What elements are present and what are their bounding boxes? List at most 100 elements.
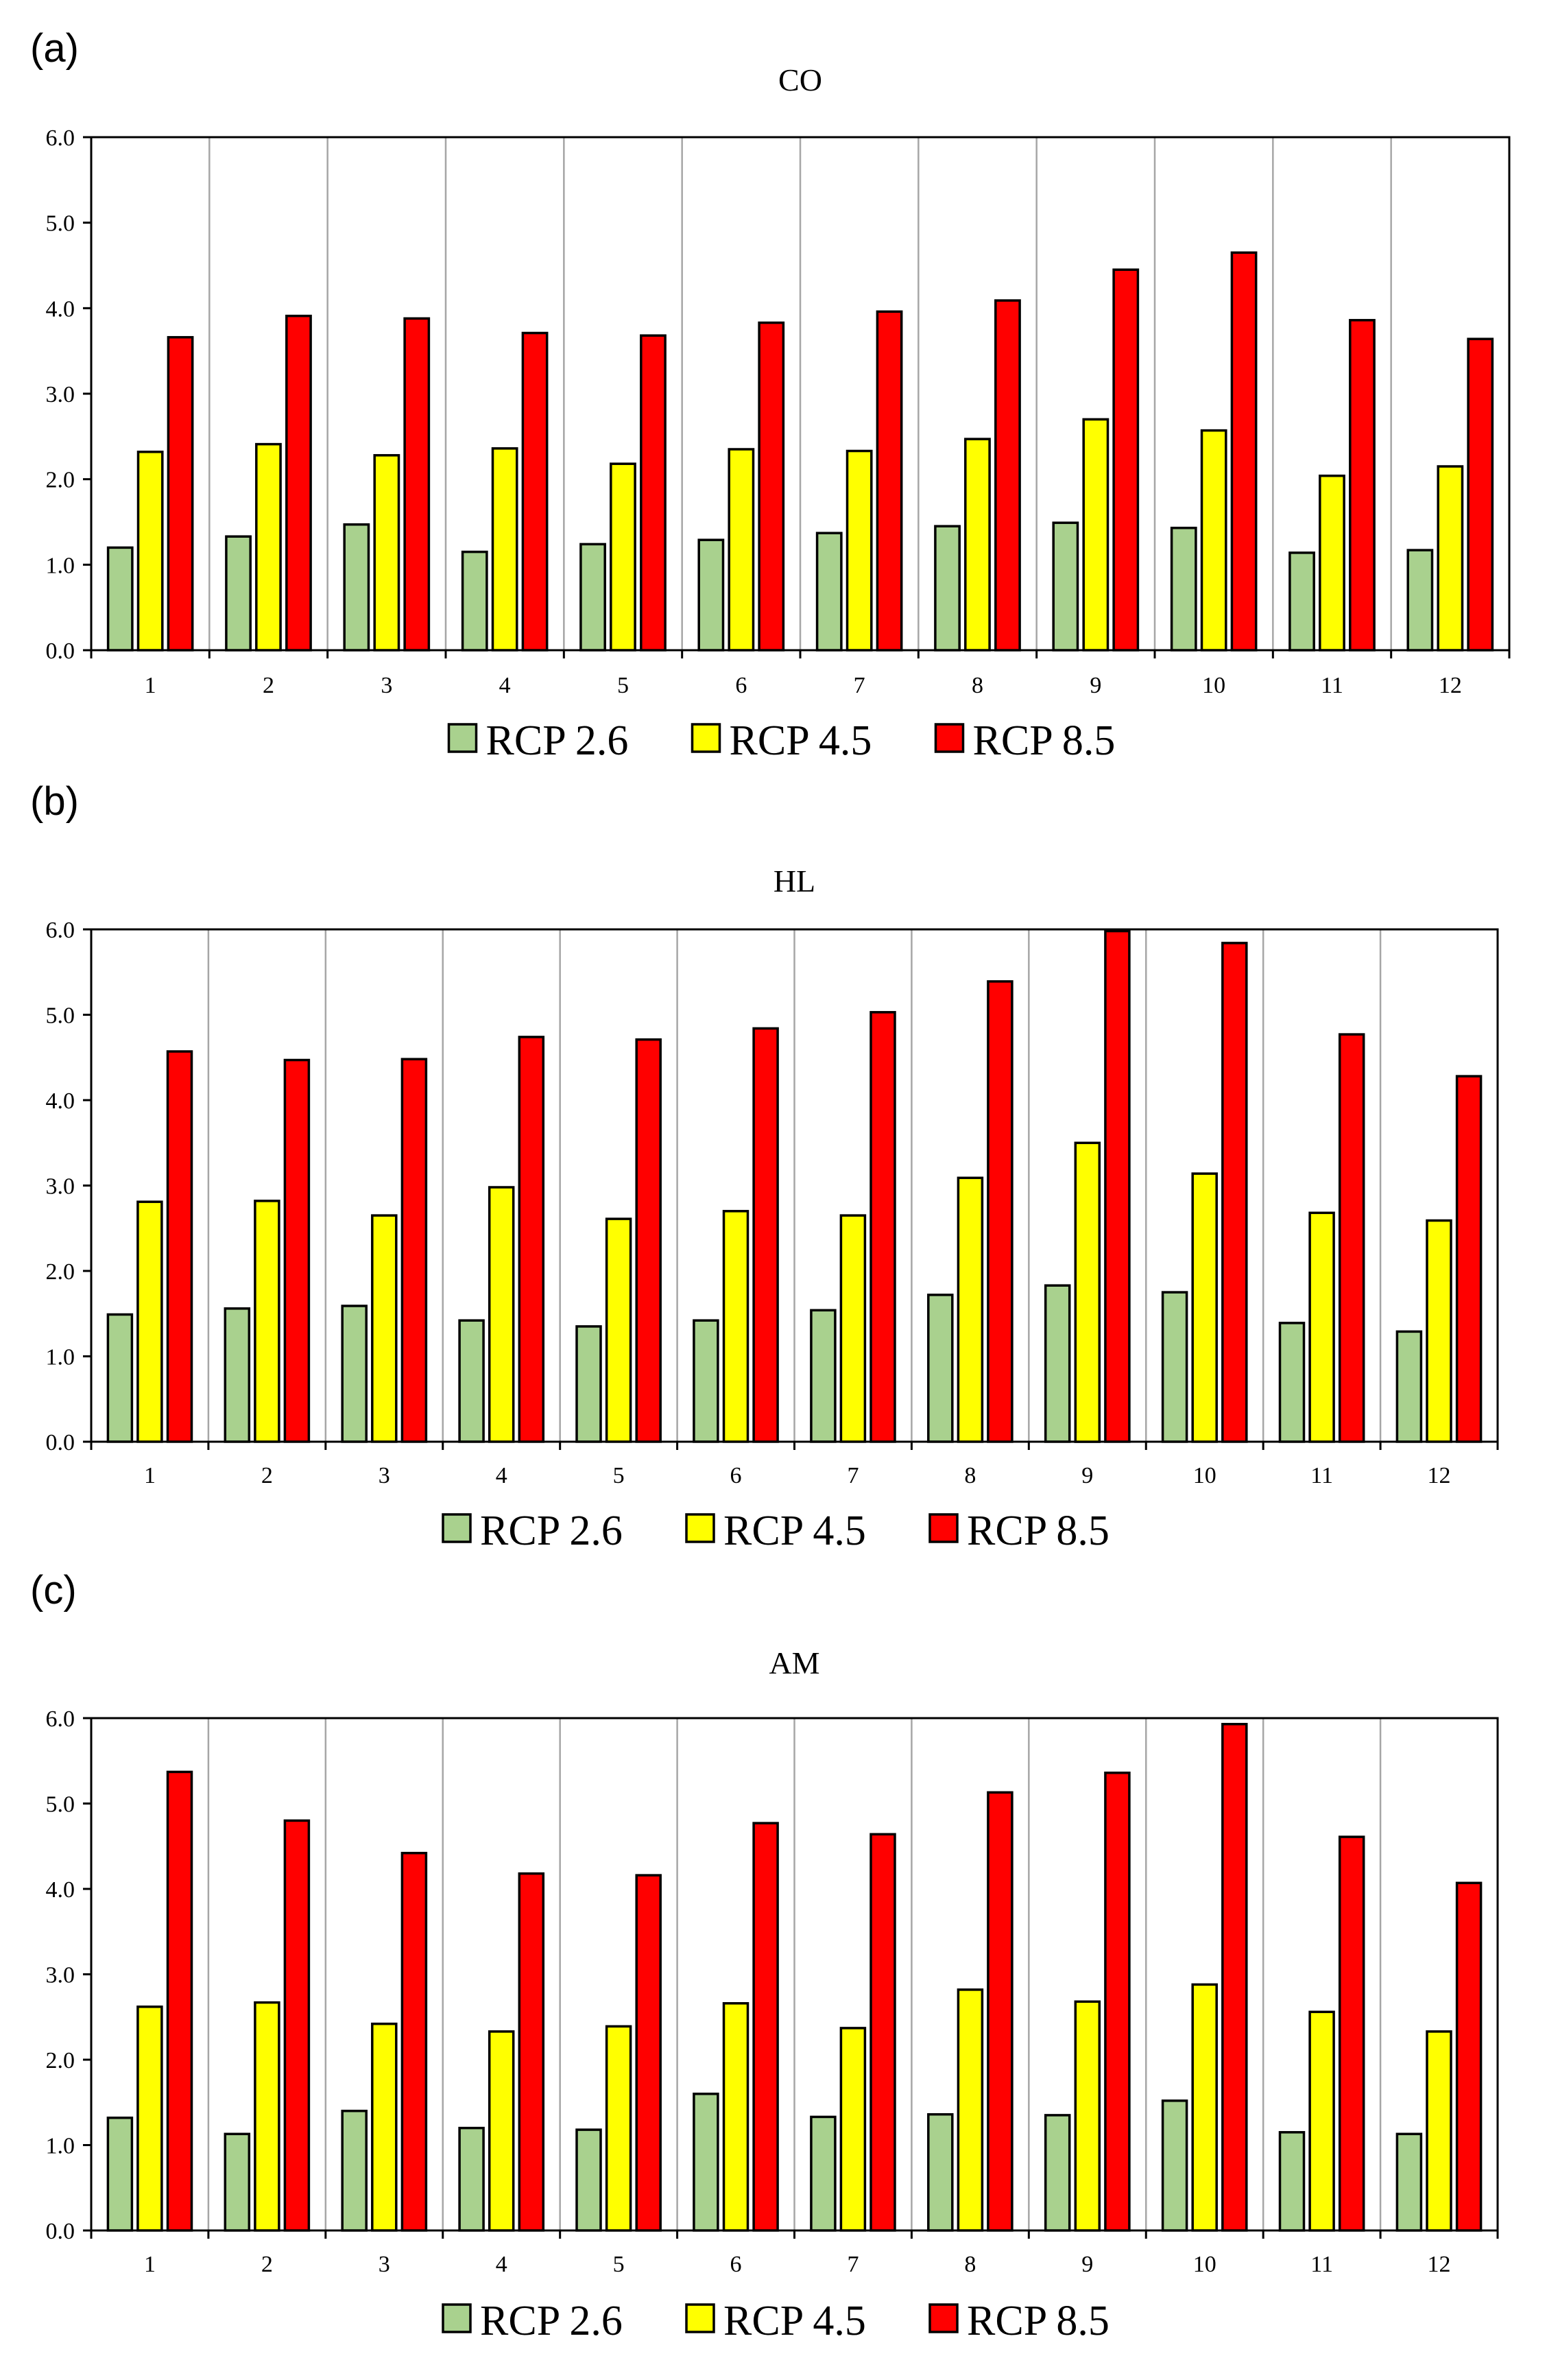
x-tick-label: 2: [261, 2252, 273, 2277]
bar-rcp-8-5-3: [403, 317, 431, 652]
bar-rcp-4-5-11: [1308, 1211, 1335, 1443]
x-tick-label: 1: [144, 1463, 156, 1488]
bar-rcp-8-5-4: [521, 331, 549, 652]
y-tick-label: 0.0: [46, 639, 75, 664]
bar-rcp-2-6-9: [1052, 521, 1079, 652]
x-tick-label: 10: [1193, 1463, 1216, 1488]
bar-rcp-2-6-1: [106, 546, 134, 652]
legend-label: RCP 4.5: [723, 2298, 866, 2344]
bar-rcp-8-5-7: [870, 1011, 896, 1443]
bar-rcp-8-5-4: [518, 1872, 545, 2232]
x-tick-label: 10: [1193, 2252, 1216, 2277]
y-tick-label: 6.0: [46, 918, 75, 943]
bar-rcp-4-5-11: [1308, 2010, 1335, 2232]
bar-rcp-4-5-3: [373, 454, 400, 652]
bar-rcp-8-5-3: [400, 1058, 428, 1443]
x-tick-label: 6: [735, 673, 747, 698]
bar-rcp-2-6-10: [1161, 1291, 1188, 1443]
x-tick-label: 7: [847, 2252, 859, 2277]
y-tick-label: 3.0: [46, 1963, 75, 1988]
bar-rcp-2-6-6: [697, 538, 725, 652]
x-tick-label: 5: [617, 673, 629, 698]
y-tick-label: 5.0: [46, 1003, 75, 1029]
x-tick-label: 7: [854, 673, 865, 698]
bar-rcp-2-6-5: [575, 2128, 602, 2232]
bar-rcp-2-6-9: [1044, 2114, 1071, 2232]
bar-rcp-4-5-12: [1426, 1219, 1452, 1443]
bar-rcp-8-5-1: [166, 1770, 193, 2232]
y-tick-label: 1.0: [46, 2134, 75, 2159]
bar-rcp-8-5-9: [1112, 268, 1140, 652]
plot-area: [90, 136, 1511, 652]
x-tick-label: 9: [1081, 2252, 1093, 2277]
bar-rcp-8-5-10: [1221, 942, 1248, 1443]
x-tick-label: 3: [379, 1463, 390, 1488]
bar-rcp-4-5-7: [839, 2027, 867, 2232]
bar-rcp-2-6-9: [1044, 1284, 1071, 1443]
bar-rcp-8-5-10: [1221, 1722, 1248, 2232]
x-tick-label: 8: [964, 2252, 976, 2277]
legend-swatch: [691, 723, 721, 753]
bar-rcp-4-5-9: [1082, 418, 1110, 652]
chart-panel-1: (a)CO0.01.02.03.04.05.06.01 2 3 4 5 6 7 8 9 10 11 1…: [30, 26, 1511, 764]
bar-rcp-8-5-5: [640, 334, 667, 652]
x-tick-label: 8: [964, 1463, 976, 1488]
bar-rcp-2-6-7: [810, 2115, 837, 2232]
y-tick-label: 2.0: [46, 2048, 75, 2073]
legend-label: RCP 4.5: [723, 1508, 866, 1554]
bar-rcp-4-5-3: [371, 2022, 398, 2232]
panel-label: (c): [30, 1568, 77, 1613]
bar-rcp-8-5-11: [1338, 1835, 1365, 2232]
bar-rcp-2-6-12: [1406, 549, 1434, 652]
x-tick-label: 11: [1310, 2252, 1333, 2277]
bar-rcp-8-5-7: [876, 310, 903, 652]
x-tick-label: 1: [144, 2252, 156, 2277]
bar-rcp-2-6-8: [927, 1294, 954, 1443]
bar-rcp-4-5-4: [488, 2030, 515, 2232]
bar-rcp-2-6-3: [341, 1305, 368, 1443]
bar-rcp-4-5-1: [136, 451, 164, 652]
bar-rcp-2-6-11: [1278, 2131, 1306, 2232]
bar-rcp-4-5-10: [1200, 429, 1227, 652]
bar-rcp-4-5-6: [722, 1210, 749, 1443]
bar-rcp-2-6-7: [815, 532, 843, 652]
y-tick-label: 2.0: [46, 468, 75, 493]
legend-swatch: [928, 1513, 959, 1543]
bar-rcp-8-5-11: [1349, 319, 1376, 652]
bar-rcp-8-5-1: [167, 335, 194, 652]
legend-swatch: [928, 2303, 959, 2333]
x-tick-label: 7: [847, 1463, 859, 1488]
y-tick-label: 3.0: [46, 1174, 75, 1200]
legend-label: RCP 8.5: [967, 2298, 1110, 2344]
bar-rcp-4-5-2: [254, 2001, 280, 2232]
bar-rcp-4-5-8: [957, 1988, 984, 2232]
bar-rcp-4-5-9: [1074, 1141, 1101, 1443]
y-tick-label: 4.0: [46, 1877, 75, 1903]
x-tick-label: 6: [730, 1463, 742, 1488]
bar-rcp-4-5-1: [136, 2006, 163, 2232]
panel-label: (b): [30, 779, 79, 824]
legend: RCP 2.6 RCP 4.5 RCP 8.5: [442, 1508, 1110, 1554]
bar-rcp-4-5-5: [605, 2025, 632, 2232]
bar-rcp-8-5-9: [1104, 929, 1131, 1443]
x-tick-label: 3: [381, 673, 392, 698]
y-tick-label: 1.0: [46, 553, 75, 578]
bar-rcp-8-5-2: [283, 1058, 311, 1443]
bar-rcp-8-5-6: [752, 1822, 779, 2232]
bar-rcp-4-5-7: [839, 1214, 867, 1443]
bar-rcp-8-5-10: [1230, 251, 1258, 652]
bar-rcp-2-6-4: [458, 2126, 485, 2232]
legend-swatch: [934, 723, 965, 753]
bar-rcp-2-6-12: [1395, 2132, 1423, 2232]
bar-rcp-8-5-1: [166, 1050, 193, 1443]
bar-rcp-4-5-4: [491, 447, 518, 652]
bar-rcp-8-5-5: [635, 1038, 662, 1443]
bar-rcp-2-6-10: [1161, 2099, 1188, 2232]
panel-label: (a): [30, 26, 79, 71]
y-tick-label: 6.0: [46, 1706, 75, 1732]
legend-label: RCP 4.5: [730, 717, 872, 764]
chart-title: CO: [778, 62, 822, 97]
x-tick-label: 3: [379, 2252, 390, 2277]
bar-rcp-4-5-5: [610, 462, 636, 652]
bar-rcp-4-5-10: [1191, 1172, 1218, 1443]
